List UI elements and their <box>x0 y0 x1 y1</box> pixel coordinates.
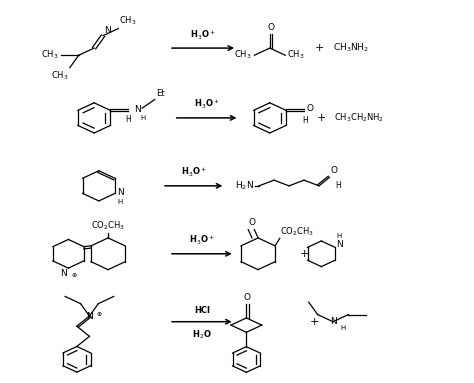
Text: +: + <box>300 249 310 259</box>
Text: H: H <box>118 199 123 205</box>
Text: H: H <box>337 233 342 239</box>
Text: CH$_3$: CH$_3$ <box>235 49 252 62</box>
Text: O: O <box>306 104 313 113</box>
Text: O: O <box>244 293 251 302</box>
Text: N: N <box>86 311 93 321</box>
Text: H: H <box>335 181 341 190</box>
Text: N: N <box>134 105 140 114</box>
Text: HCl: HCl <box>194 306 210 315</box>
Text: +: + <box>314 43 324 53</box>
Text: CH$_3$: CH$_3$ <box>119 15 137 27</box>
Text: H$_3$O$^+$: H$_3$O$^+$ <box>181 166 207 179</box>
Text: H$_2$N: H$_2$N <box>235 180 254 192</box>
Text: +: + <box>317 113 326 123</box>
Text: N: N <box>329 317 337 326</box>
Text: $\oplus$: $\oplus$ <box>96 310 102 318</box>
Text: N: N <box>60 269 67 278</box>
Text: O: O <box>267 23 274 32</box>
Text: CH$_3$CH$_2$NH$_2$: CH$_3$CH$_2$NH$_2$ <box>334 112 384 124</box>
Text: H: H <box>140 115 146 121</box>
Text: N: N <box>104 26 111 35</box>
Text: O: O <box>331 166 338 175</box>
Text: CH$_3$: CH$_3$ <box>41 49 59 62</box>
Text: N: N <box>118 188 124 197</box>
Text: CO$_2$CH$_3$: CO$_2$CH$_3$ <box>91 220 125 232</box>
Text: O: O <box>249 218 256 228</box>
Text: +: + <box>310 317 319 327</box>
Text: CH$_3$: CH$_3$ <box>51 70 69 82</box>
Text: $\oplus$: $\oplus$ <box>71 271 77 279</box>
Text: CH$_3$NH$_2$: CH$_3$NH$_2$ <box>333 42 369 54</box>
Text: CO$_2$CH$_3$: CO$_2$CH$_3$ <box>280 225 314 237</box>
Text: H: H <box>302 116 308 124</box>
Text: H$_3$O$^+$: H$_3$O$^+$ <box>190 28 216 42</box>
Text: Et: Et <box>156 89 164 98</box>
Text: H: H <box>340 326 345 332</box>
Text: H: H <box>126 115 131 124</box>
Text: CH$_3$: CH$_3$ <box>287 49 304 62</box>
Text: H$_2$O: H$_2$O <box>192 328 212 340</box>
Text: N: N <box>337 240 343 249</box>
Text: H$_3$O$^+$: H$_3$O$^+$ <box>189 234 215 247</box>
Text: H$_3$O$^+$: H$_3$O$^+$ <box>194 98 219 111</box>
